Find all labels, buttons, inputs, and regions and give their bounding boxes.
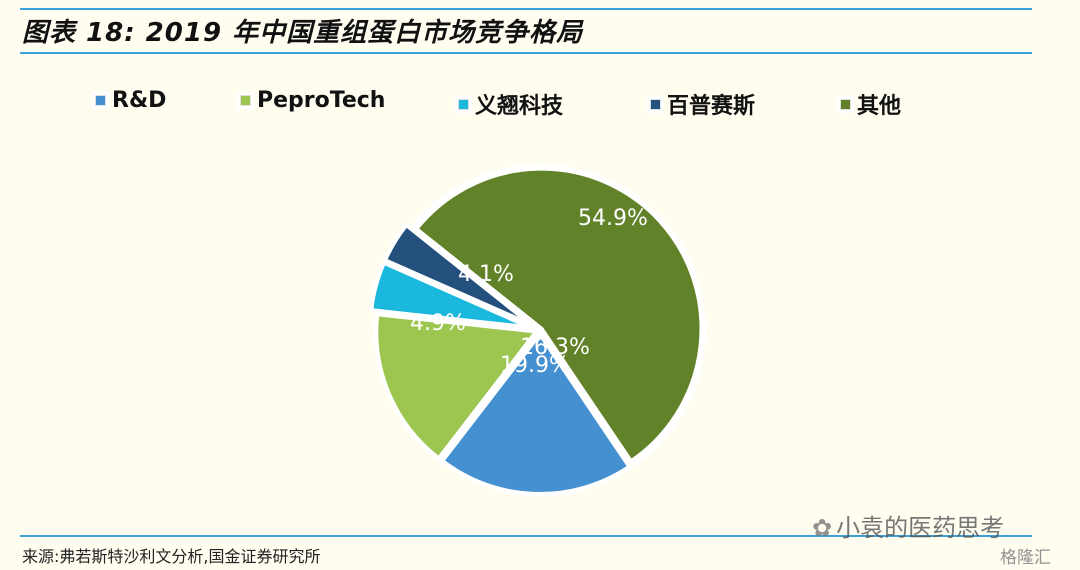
slice-label: 16.3% <box>520 335 590 360</box>
pie-slice <box>374 312 539 461</box>
legend-item: 百普赛斯 <box>650 88 755 120</box>
slice-label: 4.1% <box>458 262 514 287</box>
pie-slice <box>383 223 534 327</box>
legend-item: PeproTech <box>240 88 385 113</box>
legend-swatch <box>240 95 251 106</box>
legend-label: PeproTech <box>257 88 386 113</box>
pie-slice <box>369 260 533 330</box>
pie-slice <box>414 166 704 464</box>
legend-label: 百普赛斯 <box>667 94 756 119</box>
slice-label: 19.9% <box>500 353 570 378</box>
legend-item: 其他 <box>840 88 901 120</box>
wechat-icon: ✿ <box>812 514 833 542</box>
legend-swatch <box>840 98 851 110</box>
chart-legend: R&D PeproTech 义翘科技 百普赛斯 其他 <box>0 88 1080 122</box>
legend-item: 义翘科技 <box>458 88 563 120</box>
slice-label: 4.9% <box>410 311 466 336</box>
watermark-text: 小袁的医药思考 <box>836 514 1005 542</box>
legend-swatch <box>95 95 106 106</box>
watermark: ✿ 小袁的医药思考 <box>812 508 1004 543</box>
title-rule <box>20 52 1032 54</box>
pie-slice <box>440 331 632 496</box>
legend-swatch <box>458 98 469 110</box>
legend-label: 其他 <box>857 94 902 119</box>
legend-label: 义翘科技 <box>475 94 564 119</box>
legend-item: R&D <box>95 88 166 113</box>
chart-title: 图表 18: 2019 年中国重组蛋白市场竞争格局 <box>22 18 584 48</box>
watermark-site: 格隆汇 <box>1000 548 1051 568</box>
source-note: 来源:弗若斯特沙利文分析,国金证券研究所 <box>22 547 321 566</box>
footer-rule <box>20 535 1032 537</box>
slice-label: 54.9% <box>578 206 648 231</box>
legend-swatch <box>650 98 661 110</box>
legend-label: R&D <box>112 88 167 113</box>
top-rule <box>20 8 1032 10</box>
